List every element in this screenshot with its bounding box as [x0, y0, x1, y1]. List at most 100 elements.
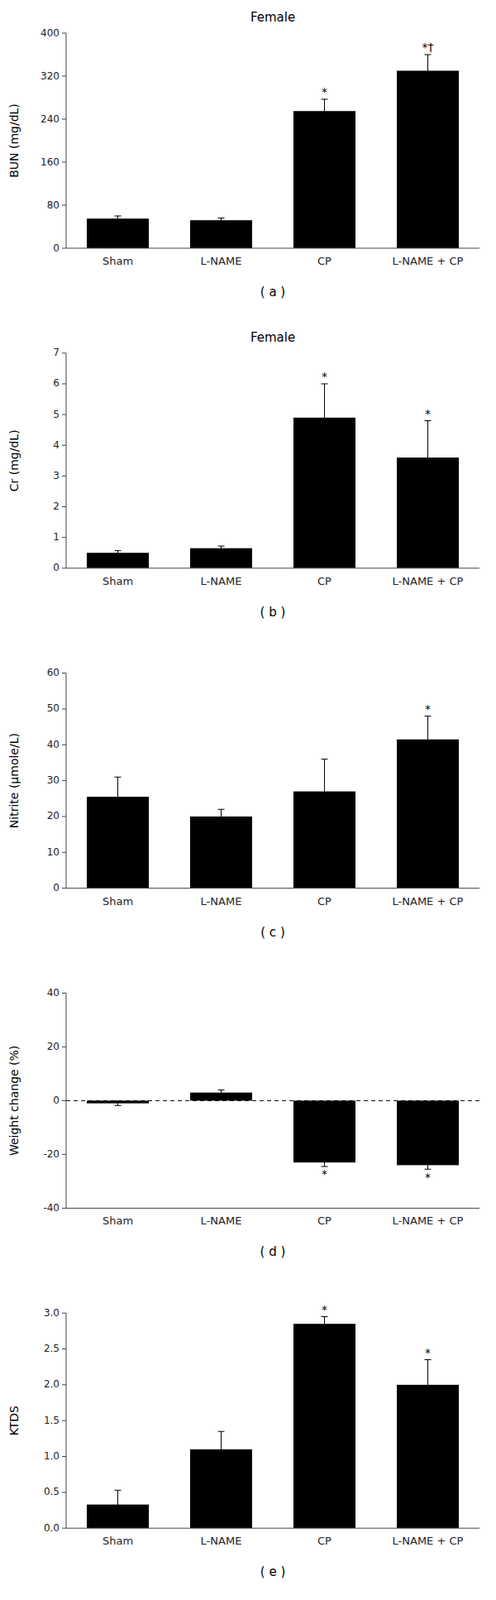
figure: 080160240320400**†ShamL-NAMECPL-NAME + C…	[0, 0, 496, 1599]
panel-label: ( a )	[260, 284, 286, 300]
error-bar	[114, 550, 122, 555]
y-tick	[62, 815, 67, 816]
y-tick	[62, 382, 67, 384]
y-tick-label: 0	[52, 1093, 60, 1106]
y-tick	[62, 205, 67, 206]
bar	[190, 219, 253, 248]
annotation: *	[424, 1344, 431, 1359]
annotation: *†	[422, 40, 434, 54]
y-tick	[62, 1099, 67, 1101]
y-tick-label: 0.0	[43, 1521, 60, 1533]
y-tick	[62, 475, 67, 477]
y-tick	[62, 248, 67, 249]
error-bar	[218, 1088, 225, 1095]
annotation: *	[321, 1166, 328, 1180]
x-tick-label: Sham	[102, 1213, 134, 1226]
y-tick-label: 20	[47, 1039, 60, 1052]
panel: 0102030405060*ShamL-NAMECPL-NAME + CPNit…	[7, 666, 480, 940]
y-tick-label: 2	[52, 500, 60, 512]
y-tick-label: 0	[52, 242, 60, 254]
panel-label: ( e )	[260, 1563, 286, 1579]
panel: 0.00.51.01.52.02.53.0**ShamL-NAMECPL-NAM…	[7, 1302, 480, 1579]
y-tick-label: 1	[52, 530, 60, 543]
y-tick-label: 4	[52, 438, 60, 451]
bar	[190, 815, 253, 888]
error-bar	[321, 99, 329, 124]
y-tick	[62, 1490, 67, 1492]
y-tick-label: 160	[40, 156, 60, 168]
annotation: *	[424, 701, 431, 716]
y-tick-label: 3.0	[43, 1306, 60, 1318]
y-tick-label: 240	[40, 113, 60, 125]
x-tick-label: L-NAME + CP	[392, 1213, 464, 1226]
y-tick-label: 30	[47, 773, 60, 786]
y-tick-label: 80	[47, 199, 60, 211]
y-tick-label: 2.5	[43, 1341, 60, 1354]
y-tick	[62, 567, 67, 568]
y-tick	[62, 1153, 67, 1155]
x-tick-label: L-NAME + CP	[392, 1533, 464, 1546]
error-bar	[114, 776, 122, 816]
y-tick-label: 60	[47, 666, 60, 678]
y-tick-label: 2.0	[43, 1377, 60, 1389]
error-bar	[424, 1359, 432, 1410]
bar	[190, 548, 253, 568]
title: Female	[250, 9, 296, 25]
x-axis	[66, 248, 480, 249]
y-tick-label: 5	[52, 408, 60, 420]
y-tick	[62, 414, 67, 415]
error-bar	[424, 420, 432, 495]
y-axis-label: KTDS	[7, 1404, 21, 1435]
y-tick	[62, 1526, 67, 1528]
plot-area	[86, 1316, 459, 1528]
x-tick-label: L-NAME + CP	[392, 894, 464, 907]
y-tick	[62, 851, 67, 853]
bar	[293, 110, 356, 248]
title: Female	[250, 329, 296, 345]
x-tick-label: Sham	[102, 1533, 134, 1546]
y-tick-label: 40	[47, 986, 60, 998]
y-tick-label: 3	[52, 469, 60, 482]
error-bar	[424, 1160, 432, 1169]
y-tick-label: 7	[52, 346, 60, 358]
y-tick-label: 20	[47, 809, 60, 821]
y-tick-label: 0.5	[43, 1484, 60, 1497]
y-axis	[66, 352, 67, 568]
y-tick	[62, 33, 67, 34]
y-tick	[62, 1045, 67, 1047]
bar	[293, 1099, 356, 1162]
y-tick	[62, 1311, 67, 1313]
y-tick	[62, 779, 67, 781]
y-tick-label: -20	[42, 1147, 60, 1159]
y-tick-label: 40	[47, 738, 60, 750]
y-axis	[66, 33, 67, 248]
y-tick	[62, 1454, 67, 1456]
plot-area	[86, 715, 459, 888]
y-tick-label: -40	[42, 1201, 60, 1213]
plot-area	[66, 1088, 480, 1169]
y-tick	[62, 444, 67, 446]
y-axis-label: Cr (mg/dL)	[7, 429, 21, 492]
y-tick-label: 6	[52, 376, 60, 389]
error-bar	[114, 215, 122, 222]
x-axis	[66, 887, 480, 888]
x-tick-label: Sham	[102, 894, 134, 907]
panel-label: ( b )	[260, 604, 287, 620]
error-bar	[424, 54, 432, 87]
x-tick-label: L-NAME	[200, 574, 243, 587]
y-tick	[62, 1206, 67, 1208]
error-bar	[321, 383, 329, 452]
y-tick	[62, 1347, 67, 1349]
y-tick	[62, 352, 67, 353]
x-tick-label: CP	[317, 1213, 332, 1226]
bar	[396, 71, 459, 249]
panel-label: ( c )	[260, 924, 286, 940]
annotation: *	[321, 85, 328, 99]
error-bar	[114, 1488, 122, 1518]
error-bar	[321, 1157, 329, 1166]
error-bar	[321, 758, 329, 824]
y-tick	[62, 162, 67, 163]
x-tick-label: CP	[317, 254, 332, 268]
panel: -40-2002040**ShamL-NAMECPL-NAME + CPWeig…	[7, 986, 480, 1260]
panel: 01234567**ShamL-NAMECPL-NAME + CPCr (mg/…	[7, 329, 480, 620]
